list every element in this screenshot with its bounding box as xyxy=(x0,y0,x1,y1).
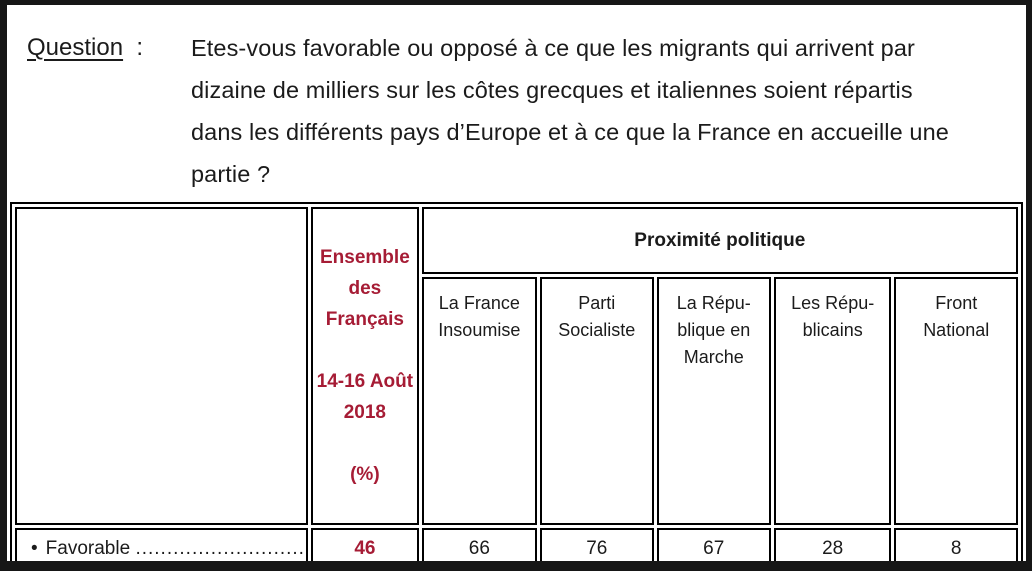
party-header-ps: Parti Socialiste xyxy=(540,277,654,525)
cell-favorable-lfi: 66 xyxy=(421,528,538,561)
party-header-lfi: La France Insoumise xyxy=(421,277,538,525)
party-header-fn: Front National xyxy=(894,277,1018,525)
cell-favorable-lrem: 67 xyxy=(656,528,771,561)
proximite-header-cell: Proximité politique xyxy=(421,207,1018,275)
poll-table: Ensemble des Français 14-16 Août 2018 (%… xyxy=(10,202,1023,561)
dot-leader: ............................ xyxy=(135,537,309,559)
cell-favorable-lr: 28 xyxy=(773,528,892,561)
table-row-favorable: • Favorable ............................ … xyxy=(15,528,1018,561)
party-header-lr: Les Répu- blicains xyxy=(773,277,892,525)
question-text: Etes-vous favorable ou opposé à ce que l… xyxy=(191,35,949,187)
bullet-icon: • xyxy=(31,537,38,559)
corner-cell xyxy=(15,207,309,525)
header-row-2: La France Insoumise Parti Socialiste La … xyxy=(15,277,1018,525)
cell-favorable-ensemble: 46 xyxy=(311,528,419,561)
question-colon: : xyxy=(136,34,144,61)
question-block: Question : Etes-vous favorable ou opposé… xyxy=(7,5,1026,195)
header-row-1: Ensemble des Français 14-16 Août 2018 (%… xyxy=(15,207,1018,525)
row-label-favorable: • Favorable ............................ xyxy=(15,528,309,561)
cell-favorable-fn: 8 xyxy=(894,528,1018,561)
row-label-text: Favorable xyxy=(45,537,131,559)
ensemble-title: Ensemble des Français xyxy=(320,247,410,330)
ensemble-unit: (%) xyxy=(350,464,380,485)
ensemble-header-cell: Ensemble des Français 14-16 Août 2018 (%… xyxy=(311,207,419,525)
party-header-lrem: La Répu- blique en Marche xyxy=(656,277,771,525)
question-word: Question xyxy=(27,34,124,61)
cell-favorable-ps: 76 xyxy=(540,528,654,561)
question-label: Question : xyxy=(27,27,191,195)
ensemble-date: 14-16 Août 2018 xyxy=(316,371,414,423)
